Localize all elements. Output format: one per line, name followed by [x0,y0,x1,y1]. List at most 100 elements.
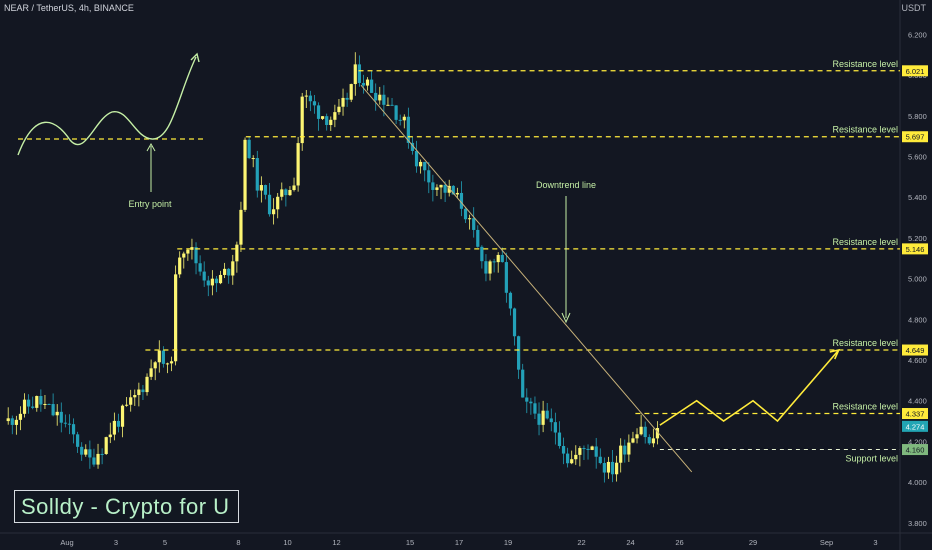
candle-body [504,262,508,293]
candle-body [112,420,116,435]
candle-body [35,396,39,408]
x-tick-label: 3 [114,538,118,547]
x-tick-label: 17 [455,538,463,547]
candle-body [455,192,459,195]
candle-body [92,457,96,465]
candle-body [186,249,190,254]
candle-body [296,143,300,186]
x-tick-label: Aug [60,538,73,547]
candle-body [431,182,435,190]
candle-body [149,368,153,377]
support-price-text: 4.160 [906,446,925,455]
candle-body [210,278,214,286]
resistance-price-text: 5.697 [906,133,925,142]
candle-body [284,189,288,196]
candle-body [545,410,549,419]
candle-body [639,426,643,435]
resistance-price-text: 6.021 [906,67,925,76]
candle-body [374,92,378,101]
candle-body [561,446,566,454]
candle-body [598,456,602,464]
candle-body [414,150,419,167]
resistance-price-tag [902,344,928,356]
price-unit: USDT [901,3,927,13]
candle-body [198,263,202,272]
candle-body [590,446,594,450]
candle-body [337,106,341,113]
candle-body [27,399,31,407]
projection-path [659,349,840,426]
candle-body [443,184,447,193]
x-tick-label: 15 [406,538,414,547]
candle-body [47,403,51,405]
candle-body [14,419,18,425]
resistance-price-text: 4.337 [906,410,925,419]
downtrend-line [360,84,693,473]
candle-body [496,254,500,263]
candle-body [174,274,178,362]
y-tick-label: 3.800 [908,519,927,528]
resistance-price-tag [902,408,928,420]
resistance-price-tag [902,131,928,143]
candle-body [182,253,186,258]
y-tick-label: 5.600 [908,152,927,161]
candle-body [218,274,223,284]
candle-body [378,94,382,101]
support-label: Support level [845,454,898,464]
downtrend-label: Downtrend line [536,180,596,190]
resistance-label: Resistance level [832,402,898,412]
candle-body [178,257,182,275]
candle-body [439,184,443,188]
candle-body [533,403,537,414]
candle-body [100,453,104,455]
candle-body [333,112,337,120]
candle-body [31,406,35,408]
candle-body [161,350,165,364]
candle-body [619,445,623,463]
candle-body [386,104,390,106]
candle-body [423,161,427,171]
candle-body [255,158,259,191]
candle-body [370,79,374,93]
candle-body [390,104,394,106]
candle-body [153,362,157,369]
candle-body [566,453,570,464]
candle-body [308,95,312,102]
candle-body [468,218,472,220]
candle-body [463,208,468,220]
x-tick-label: 5 [163,538,167,547]
candle-body [202,271,206,281]
symbol-header: NEAR / TetherUS, 4h, BINANCE [4,3,134,13]
candle-body [43,403,47,405]
candle-body [345,97,349,100]
candle-body [365,79,370,86]
candle-body [447,185,451,193]
candle-body [472,218,476,230]
candle-body [321,116,325,119]
candle-body [133,395,137,398]
candle-body [316,105,321,119]
candle-body [570,459,574,464]
candles-group [6,52,660,483]
candle-body [398,119,402,121]
candle-body [329,119,333,125]
candle-body [76,434,80,447]
candle-body [141,389,145,393]
candle-body [267,194,272,215]
candle-body [647,437,651,444]
candle-body [488,261,492,274]
x-tick-label: 29 [749,538,757,547]
candle-body [276,196,280,210]
candle-body [341,97,345,107]
candle-body [357,64,361,83]
candle-body [451,185,455,195]
candle-body [419,161,423,167]
resistance-price-tag [902,65,928,77]
x-tick-label: 19 [504,538,512,547]
x-tick-label: 22 [577,538,585,547]
candle-body [643,426,647,438]
y-tick-label: 4.400 [908,397,927,406]
candle-body [623,445,627,455]
